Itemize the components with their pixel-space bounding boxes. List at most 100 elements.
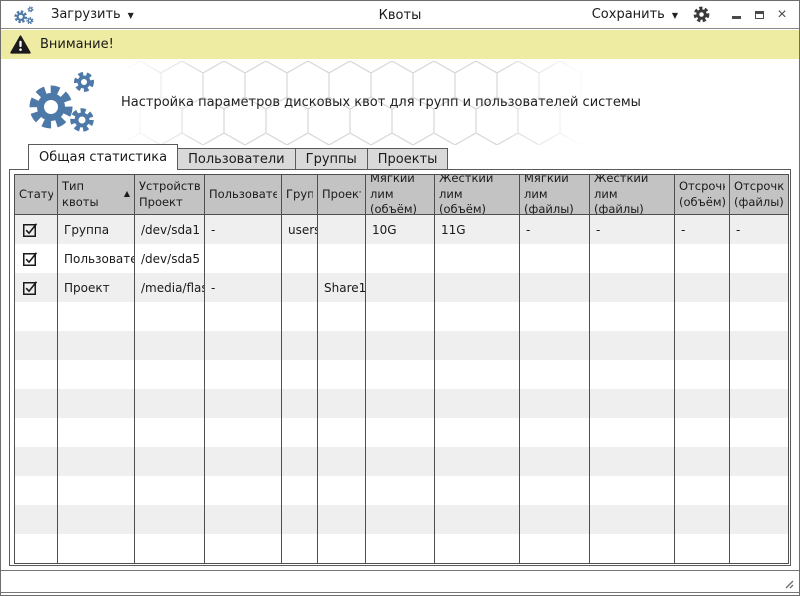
tab-2[interactable]: Группы [295,148,368,170]
warning-banner: Внимание! [1,30,799,59]
cell [282,331,318,360]
close-icon: × [777,5,787,23]
cell [318,331,366,360]
tab-1[interactable]: Пользователи [178,148,296,170]
cell [730,360,788,389]
warning-text: Внимание! [40,37,114,52]
column-header[interactable]: Тип квоты ▲ [58,175,135,214]
cell [590,360,675,389]
cell: 11G [435,215,520,244]
settings-gear-icon[interactable] [692,5,711,24]
restore-button[interactable] [752,7,766,23]
cell [282,302,318,331]
column-header[interactable]: Устройство/ Проект [135,175,205,214]
checkbox-checked-icon[interactable] [23,251,38,266]
cell [366,534,435,563]
save-button[interactable]: Сохранить ▼ [592,7,678,22]
column-header[interactable]: Отсрочк (файлы) [730,175,788,214]
save-button-label: Сохранить [591,7,665,22]
status-cell [15,331,58,360]
cell [435,273,520,302]
cell [135,505,205,534]
column-header-label: Мягкий лим (объём) [370,175,417,214]
cell [282,476,318,505]
chevron-down-icon: ▼ [127,10,134,20]
cell [730,534,788,563]
page-description: Настройка параметров дисковых квот для г… [121,95,641,110]
load-button[interactable]: Загрузить ▼ [51,7,134,22]
cell [366,331,435,360]
window-controls: × [729,5,789,23]
table-row-empty[interactable] [15,476,788,505]
cell: - [205,273,282,302]
cell [435,360,520,389]
cell [58,302,135,331]
cell [435,389,520,418]
resize-grip[interactable] [781,576,794,589]
cell [58,331,135,360]
checkbox-checked-icon[interactable] [23,222,38,237]
cell: Пользовате. [58,244,135,273]
cell [675,331,730,360]
cell [366,360,435,389]
cell [366,302,435,331]
cell: Группа [58,215,135,244]
table-row-empty[interactable] [15,331,788,360]
cell [590,418,675,447]
cell [205,244,282,273]
table-row[interactable]: Проект/media/flas - Share1 [15,273,788,302]
table-row-empty[interactable] [15,389,788,418]
table-row-empty[interactable] [15,360,788,389]
column-header[interactable]: Группа [282,175,318,214]
cell: Share1 [318,273,366,302]
cell [675,447,730,476]
column-header[interactable]: Жесткий лим (файлы) [590,175,675,214]
column-header[interactable]: Отсрочк (объём) [675,175,730,214]
cell [135,534,205,563]
cell [58,534,135,563]
cell [318,476,366,505]
column-header[interactable]: Пользовате. [205,175,282,214]
cell [58,389,135,418]
cell [590,389,675,418]
column-header[interactable]: Мягкий лим (объём) [366,175,435,214]
cell [435,476,520,505]
column-header-label: Жесткий лим (файлы) [594,175,649,214]
status-cell [15,389,58,418]
cell [520,447,590,476]
table-row-empty[interactable] [15,418,788,447]
cell [675,273,730,302]
table-row-empty[interactable] [15,302,788,331]
cell [205,418,282,447]
cell [435,302,520,331]
table-row[interactable]: Пользовате./dev/sda5 [15,244,788,273]
tab-0[interactable]: Общая статистика [28,144,179,170]
status-cell [15,215,58,244]
column-header[interactable]: Стату [15,175,58,214]
cell [590,331,675,360]
column-header-label: Группа [286,186,313,201]
tab-3[interactable]: Проекты [367,148,449,170]
cell [135,302,205,331]
cell [135,360,205,389]
load-button-label: Загрузить [51,7,121,22]
cell [135,418,205,447]
status-cell [15,273,58,302]
cell [590,447,675,476]
minimize-button[interactable] [729,7,743,23]
column-header[interactable]: Мягкий лим (файлы) [520,175,590,214]
close-button[interactable]: × [775,5,789,23]
table-row-empty[interactable] [15,505,788,534]
table-row[interactable]: Группа/dev/sda1- users 10G 11G - - - - [15,215,788,244]
column-header[interactable]: Жесткий лим (объём) [435,175,520,214]
tab-content-panel: Стату Тип квоты ▲ Устройство/ Проект Пользов… [9,169,791,566]
cell [435,244,520,273]
column-header[interactable]: Проект [318,175,366,214]
app-gears-icon [11,3,37,27]
checkbox-checked-icon[interactable] [23,280,38,295]
cell [205,360,282,389]
table-row-empty[interactable] [15,447,788,476]
cell [282,360,318,389]
cell: - [590,215,675,244]
table-row-empty[interactable] [15,534,788,563]
